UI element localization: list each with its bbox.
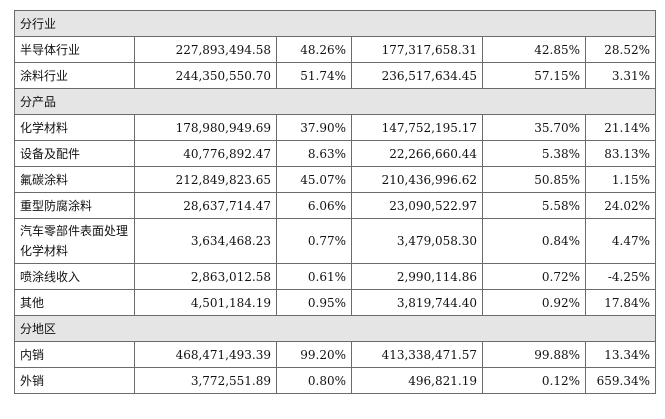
table-row: 半导体行业 227,893,494.58 48.26% 177,317,658.… (14, 36, 657, 63)
change-cell: 1.15% (584, 166, 657, 193)
row-name: 半导体行业 (14, 36, 135, 63)
table-row: 其他 4,501,184.19 0.95% 3,819,744.40 0.92%… (14, 289, 657, 316)
change-cell: 83.13% (584, 140, 657, 167)
section-header-row: 分地区 (13, 315, 657, 342)
row-name: 设备及配件 (14, 140, 135, 167)
prior-revenue-cell: 23,090,522.97 (351, 192, 483, 219)
prior-share-cell: 0.92% (482, 289, 586, 316)
section-header-row: 分行业 (13, 10, 657, 37)
row-name: 外销 (14, 367, 135, 394)
prior-revenue-cell: 147,752,195.17 (351, 114, 483, 141)
change-cell: 21.14% (584, 114, 657, 141)
revenue-share-cell: 0.95% (276, 289, 352, 316)
prior-revenue-cell: 496,821.19 (351, 367, 483, 394)
prior-share-cell: 0.12% (482, 367, 586, 394)
change-cell: 13.34% (584, 341, 657, 368)
revenue-share-cell: 48.26% (276, 36, 352, 63)
revenue-share-cell: 0.80% (276, 367, 352, 394)
prior-share-cell: 0.84% (482, 218, 586, 264)
prior-revenue-cell: 3,819,744.40 (351, 289, 483, 316)
change-cell: 4.47% (584, 218, 657, 264)
table-row: 喷涂线收入 2,863,012.58 0.61% 2,990,114.86 0.… (14, 263, 657, 290)
table-row: 外销 3,772,551.89 0.80% 496,821.19 0.12% 6… (14, 367, 657, 394)
change-cell: 3.31% (584, 62, 657, 89)
change-cell: 17.84% (584, 289, 657, 316)
change-cell: -4.25% (584, 263, 657, 290)
revenue-cell: 3,634,468.23 (134, 218, 277, 264)
section-title: 分产品 (13, 88, 657, 115)
prior-revenue-cell: 236,517,634.45 (351, 62, 483, 89)
revenue-cell: 468,471,493.39 (134, 341, 277, 368)
row-name: 重型防腐涂料 (14, 192, 135, 219)
prior-revenue-cell: 2,990,114.86 (351, 263, 483, 290)
row-name: 涂料行业 (14, 62, 135, 89)
revenue-share-cell: 37.90% (276, 114, 352, 141)
revenue-cell: 40,776,892.47 (134, 140, 277, 167)
revenue-share-cell: 8.63% (276, 140, 352, 167)
table-row: 重型防腐涂料 28,637,714.47 6.06% 23,090,522.97… (14, 192, 657, 219)
revenue-share-cell: 51.74% (276, 62, 352, 89)
section-title: 分地区 (13, 315, 657, 342)
row-name: 汽车零部件表面处理化学材料 (14, 218, 135, 264)
revenue-cell: 3,772,551.89 (134, 367, 277, 394)
revenue-cell: 244,350,550.70 (134, 62, 277, 89)
row-name: 化学材料 (14, 114, 135, 141)
prior-share-cell: 99.88% (482, 341, 586, 368)
revenue-share-cell: 99.20% (276, 341, 352, 368)
revenue-share-cell: 0.77% (276, 218, 352, 264)
change-cell: 24.02% (584, 192, 657, 219)
prior-revenue-cell: 210,436,996.62 (351, 166, 483, 193)
revenue-cell: 212,849,823.65 (134, 166, 277, 193)
prior-share-cell: 0.72% (482, 263, 586, 290)
revenue-share-cell: 45.07% (276, 166, 352, 193)
revenue-breakdown-table: 分行业 半导体行业 227,893,494.58 48.26% 177,317,… (13, 10, 657, 394)
table-row: 汽车零部件表面处理化学材料 3,634,468.23 0.77% 3,479,0… (14, 218, 657, 264)
row-name: 内销 (14, 341, 135, 368)
revenue-cell: 2,863,012.58 (134, 263, 277, 290)
prior-share-cell: 42.85% (482, 36, 586, 63)
table-row: 内销 468,471,493.39 99.20% 413,338,471.57 … (14, 341, 657, 368)
row-name: 其他 (14, 289, 135, 316)
prior-revenue-cell: 22,266,660.44 (351, 140, 483, 167)
prior-revenue-cell: 3,479,058.30 (351, 218, 483, 264)
row-name: 氟碳涂料 (14, 166, 135, 193)
prior-share-cell: 57.15% (482, 62, 586, 89)
revenue-cell: 4,501,184.19 (134, 289, 277, 316)
section-title: 分行业 (13, 10, 657, 37)
table-row: 氟碳涂料 212,849,823.65 45.07% 210,436,996.6… (14, 166, 657, 193)
section-header-row: 分产品 (13, 88, 657, 115)
revenue-cell: 227,893,494.58 (134, 36, 277, 63)
table-row: 涂料行业 244,350,550.70 51.74% 236,517,634.4… (14, 62, 657, 89)
prior-revenue-cell: 413,338,471.57 (351, 341, 483, 368)
revenue-share-cell: 0.61% (276, 263, 352, 290)
revenue-cell: 178,980,949.69 (134, 114, 277, 141)
prior-share-cell: 35.70% (482, 114, 586, 141)
prior-share-cell: 5.58% (482, 192, 586, 219)
prior-share-cell: 50.85% (482, 166, 586, 193)
row-name: 喷涂线收入 (14, 263, 135, 290)
revenue-share-cell: 6.06% (276, 192, 352, 219)
change-cell: 659.34% (584, 367, 657, 394)
revenue-cell: 28,637,714.47 (134, 192, 277, 219)
prior-revenue-cell: 177,317,658.31 (351, 36, 483, 63)
prior-share-cell: 5.38% (482, 140, 586, 167)
table-row: 设备及配件 40,776,892.47 8.63% 22,266,660.44 … (14, 140, 657, 167)
change-cell: 28.52% (584, 36, 657, 63)
table-row: 化学材料 178,980,949.69 37.90% 147,752,195.1… (14, 114, 657, 141)
